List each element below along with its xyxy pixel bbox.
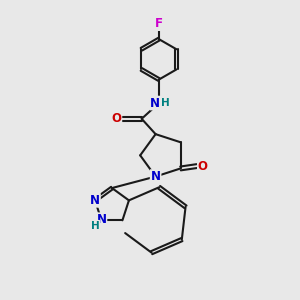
Text: N: N (151, 170, 160, 183)
Text: N: N (90, 194, 100, 207)
Text: H: H (91, 221, 99, 231)
Text: N: N (97, 213, 106, 226)
Text: O: O (198, 160, 208, 172)
Text: F: F (155, 17, 163, 30)
Text: O: O (111, 112, 122, 125)
Text: N: N (150, 97, 160, 110)
Text: H: H (161, 98, 170, 108)
